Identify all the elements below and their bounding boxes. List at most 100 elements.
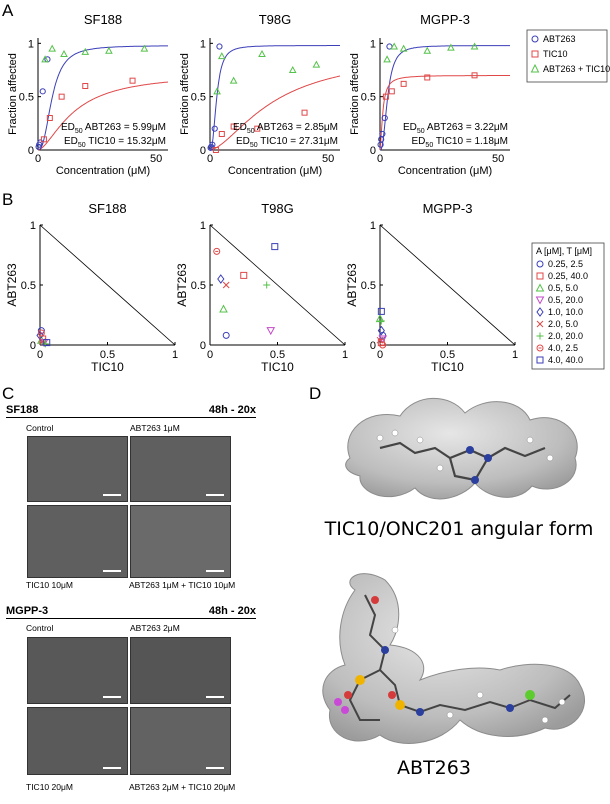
legend-marker [536,272,544,280]
data-point-combo [217,52,226,60]
data-point-combo [81,47,90,55]
isobologram-point [37,329,45,337]
y-tick-label: 1 [370,38,376,50]
micrograph-mgpp3-combo [130,707,231,775]
y-axis-label: ABT263 [5,263,19,307]
y-tick-label: 0.5 [361,280,376,292]
micrograph-mgpp3-control [27,637,128,704]
data-point-tic10 [129,77,136,84]
y-tick-label: 1 [370,220,376,232]
fit-curve [209,45,340,151]
abt263-label-text: ABT263 [397,757,471,779]
x-tick-label: 50 [150,153,162,165]
legend-marker [536,260,544,268]
isobologram-point [379,341,387,349]
micrograph-sf188-control [27,436,128,502]
isobologram-point [41,340,49,348]
x-tick-label: 0.5 [440,349,455,361]
data-point-tic10 [471,72,478,79]
y-tick-label: 0.5 [191,280,206,292]
data-point-combo [105,46,113,54]
x-axis-label: Concentration (μM) [56,165,150,177]
panel-label-c: C [2,384,15,403]
panel-b-isobolograms: SF188000.50.511TIC10ABT263T98G000.50.511… [5,201,605,374]
scale-bar [206,696,224,698]
additivity-line [379,224,516,346]
legend-label: 4.0, 40.0 [548,355,583,365]
fit-curve [379,75,510,151]
isobologram-point [240,271,248,279]
legend-marker-abt263 [531,35,539,43]
caption-control: Control [26,623,54,633]
scale-bar [103,494,121,496]
legend-label: 1.0, 10.0 [548,307,583,317]
caption-combo: ABT263 2μM + TIC10 20μM [129,782,236,792]
data-point-combo [447,43,455,51]
y-tick-label: 0 [30,340,36,352]
scale-bar [103,767,121,769]
legend-title: A [μM], T [μM] [536,246,592,256]
additivity-line [39,224,176,346]
sf188-title: SF188 [6,404,39,416]
data-point-tic10 [230,123,237,130]
data-point-combo [399,44,408,52]
tic10-label-text: TIC10/ONC201 angular form [324,518,594,540]
micrograph-sf188-combo [130,505,231,578]
panel-c-sf188: SF188 48h - 20x [6,404,256,418]
caption-control: Control [26,423,54,433]
data-point-combo [423,46,432,54]
data-point-combo [41,55,49,63]
ed50-tic10-annotation: ED50 TIC10 = 15.32μM [64,136,166,149]
micrograph-mgpp3-tic10 [27,707,128,775]
x-tick-label: 0 [377,349,383,361]
micrograph-sf188-tic10 [27,505,128,578]
sf188-condition: 48h - 20x [208,404,256,416]
isobologram-point [271,243,279,251]
y-tick-label: 0 [28,145,34,157]
data-point-tic10 [382,93,389,100]
data-point-combo [60,49,68,57]
fit-curve [209,75,341,151]
isobologram-point [377,325,385,336]
isobologram-point [222,281,230,289]
scale-bar [103,570,121,572]
y-tick-label: 0 [200,145,206,157]
legend-box [531,242,605,370]
y-tick-label: 0.5 [19,92,34,104]
x-tick-label: 0 [37,349,43,361]
legend-label: 2.0, 5.0 [548,319,578,329]
data-point-tic10 [212,147,219,153]
legend-label: 0.5, 20.0 [548,295,583,305]
data-point-combo [48,44,57,52]
data-point-abt263 [209,141,216,148]
isobologram-point [377,317,385,325]
x-tick-label: 0.5 [270,349,285,361]
y-axis-label: Fraction affected [349,53,361,135]
tic10-molecule-label: TIC10/ONC201 angular form [309,518,609,540]
data-point-tic10 [400,80,407,87]
data-point-abt263 [39,88,46,95]
isobologram-point [222,331,230,339]
ed50-abt263-annotation: ED50 ABT263 = 2.85μM [233,122,338,135]
isobologram-point [266,327,276,336]
data-point-combo [390,42,399,50]
data-point-abt263 [216,43,223,50]
data-point-tic10 [254,125,261,132]
legend-label: 0.25, 40.0 [548,271,588,281]
data-point-abt263 [381,114,388,122]
fit-curve [379,45,510,151]
chart-title: MGPP-3 [423,201,473,216]
legend-marker [536,307,544,317]
legend-marker [536,344,544,352]
ed50-abt263-annotation: ED50 ABT263 = 5.99μM [61,122,166,135]
divider [6,417,256,418]
y-tick-label: 1 [200,220,206,232]
mgpp3-condition: 48h - 20x [208,605,256,617]
legend-box [526,29,608,83]
legend-marker [536,320,544,328]
scale-bar [206,767,224,769]
legend-label: ABT263 + TIC10 [543,64,610,74]
panel-label-a: A [2,1,14,20]
legend-label: 4.0, 2.5 [548,343,578,353]
